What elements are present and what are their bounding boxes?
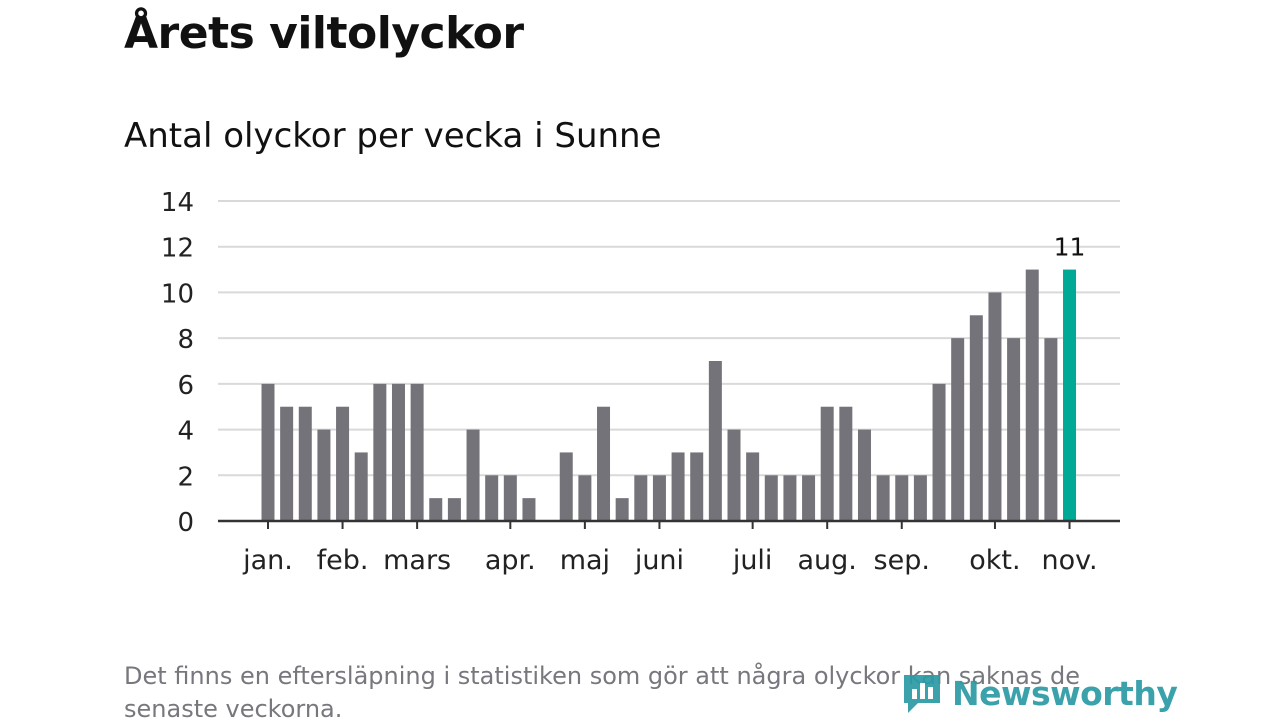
bar xyxy=(895,475,909,521)
bar xyxy=(764,475,778,521)
bar xyxy=(671,452,685,521)
bar xyxy=(1025,269,1039,521)
bar xyxy=(988,292,1002,521)
highlight-value-label: 11 xyxy=(1054,233,1086,262)
bar xyxy=(373,383,387,521)
x-tick-label: mars xyxy=(383,545,451,576)
x-tick-label: juli xyxy=(732,545,773,576)
bar xyxy=(559,452,573,521)
chart-title: Årets viltolyckor xyxy=(124,8,524,59)
x-tick-label: feb. xyxy=(317,545,369,576)
bar xyxy=(485,475,499,521)
bar xyxy=(317,429,331,521)
x-tick-label: apr. xyxy=(485,545,536,576)
x-tick-label: aug. xyxy=(798,545,857,576)
bar xyxy=(354,452,368,521)
bar xyxy=(913,475,927,521)
bar xyxy=(876,475,890,521)
newsworthy-logo: Newsworthy xyxy=(900,668,1178,718)
x-tick-label: nov. xyxy=(1041,545,1097,576)
bar xyxy=(391,383,405,521)
bar xyxy=(447,498,461,521)
bar xyxy=(969,315,983,521)
bar xyxy=(839,406,853,521)
bar xyxy=(466,429,480,521)
bar xyxy=(1007,338,1021,521)
bar xyxy=(503,475,517,521)
y-tick-label: 14 xyxy=(161,188,194,218)
bar xyxy=(1044,338,1058,521)
x-tick-label: sep. xyxy=(874,545,930,576)
bar xyxy=(522,498,536,521)
bar xyxy=(820,406,834,521)
bar xyxy=(429,498,443,521)
y-tick-label: 8 xyxy=(177,325,194,355)
y-tick-label: 4 xyxy=(177,417,194,447)
bar xyxy=(783,475,797,521)
y-tick-label: 2 xyxy=(177,462,194,492)
newsworthy-logo-icon xyxy=(904,675,940,713)
y-tick-label: 12 xyxy=(161,234,194,264)
bar xyxy=(951,338,965,521)
x-tick-label: juni xyxy=(634,545,684,576)
bar xyxy=(652,475,666,521)
bar-highlight xyxy=(1063,269,1077,521)
bar xyxy=(280,406,294,521)
bar xyxy=(857,429,871,521)
bar xyxy=(298,406,312,521)
y-tick-label: 0 xyxy=(177,508,194,538)
bar xyxy=(746,452,760,521)
bar xyxy=(597,406,611,521)
bar xyxy=(802,475,816,521)
bar xyxy=(690,452,704,521)
y-tick-label: 6 xyxy=(177,371,194,401)
x-tick-label: jan. xyxy=(242,545,293,576)
chart-subtitle: Antal olyckor per vecka i Sunne xyxy=(124,116,662,156)
x-tick-label: okt. xyxy=(969,545,1020,576)
bar xyxy=(932,383,946,521)
y-tick-label: 10 xyxy=(161,279,194,309)
x-tick-label: maj xyxy=(560,545,610,576)
bar xyxy=(261,383,275,521)
bar xyxy=(615,498,629,521)
bar xyxy=(578,475,592,521)
bar xyxy=(708,361,722,521)
bar xyxy=(410,383,424,521)
bar xyxy=(336,406,350,521)
bar xyxy=(727,429,741,521)
bar xyxy=(634,475,648,521)
newsworthy-logo-text: Newsworthy xyxy=(952,673,1178,713)
